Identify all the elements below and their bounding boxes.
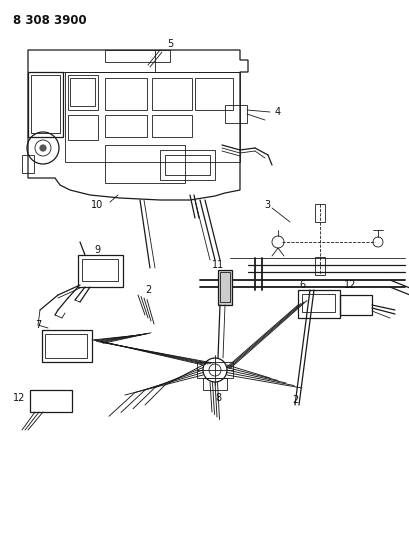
Text: 8 308 3900: 8 308 3900 bbox=[13, 14, 86, 27]
Text: 10: 10 bbox=[91, 200, 103, 210]
Bar bbox=[82, 259, 118, 281]
Bar bbox=[65, 72, 239, 162]
Bar bbox=[105, 50, 170, 62]
Text: 12: 12 bbox=[343, 280, 355, 290]
Text: 2: 2 bbox=[144, 285, 151, 295]
Bar bbox=[297, 290, 339, 318]
Bar bbox=[160, 150, 214, 180]
Bar bbox=[28, 72, 63, 137]
Text: 6: 6 bbox=[298, 280, 304, 290]
Text: 9: 9 bbox=[94, 245, 100, 255]
Bar bbox=[164, 155, 209, 175]
Bar bbox=[196, 362, 232, 378]
Bar bbox=[339, 295, 371, 315]
Bar bbox=[68, 115, 98, 140]
Bar bbox=[152, 115, 191, 137]
Circle shape bbox=[40, 145, 46, 151]
Text: 7: 7 bbox=[35, 320, 41, 330]
Text: 4: 4 bbox=[274, 107, 281, 117]
Bar bbox=[218, 270, 231, 305]
Bar bbox=[105, 78, 147, 110]
Bar bbox=[152, 78, 191, 110]
Text: 12: 12 bbox=[13, 393, 25, 403]
Bar bbox=[202, 378, 227, 390]
Text: 8: 8 bbox=[214, 393, 220, 403]
Bar bbox=[105, 115, 147, 137]
Bar bbox=[45, 334, 87, 358]
Bar bbox=[301, 294, 334, 312]
Bar bbox=[22, 155, 34, 173]
Bar bbox=[68, 75, 98, 110]
Bar bbox=[105, 145, 184, 183]
Text: 5: 5 bbox=[166, 39, 173, 49]
Text: 11: 11 bbox=[211, 260, 224, 270]
Bar bbox=[225, 105, 246, 123]
Bar bbox=[195, 78, 232, 110]
Text: 2: 2 bbox=[291, 395, 297, 405]
Bar bbox=[42, 330, 92, 362]
Bar bbox=[314, 204, 324, 222]
Bar bbox=[220, 272, 229, 302]
Text: 3: 3 bbox=[263, 200, 270, 210]
Bar bbox=[70, 78, 95, 106]
Bar bbox=[78, 255, 123, 287]
Bar bbox=[30, 390, 72, 412]
Bar bbox=[31, 75, 60, 133]
Bar bbox=[314, 257, 324, 275]
